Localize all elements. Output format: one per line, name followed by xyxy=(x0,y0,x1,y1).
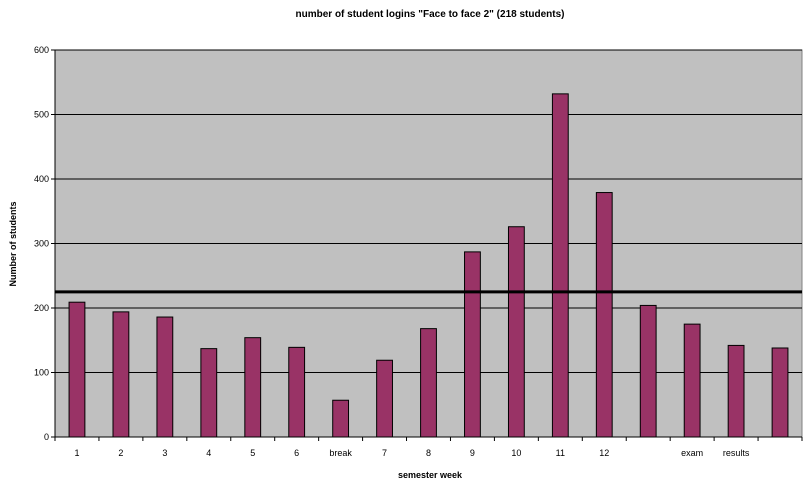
x-tick-label: 11 xyxy=(556,448,565,458)
bar xyxy=(595,192,613,438)
gridlines xyxy=(55,49,802,373)
bar xyxy=(376,359,393,438)
y-tick-label: 400 xyxy=(34,174,49,184)
y-tick-labels: 0 100 200 300 400 500 600 xyxy=(34,45,49,442)
y-tick-label: 600 xyxy=(34,45,49,55)
x-tick-labels: 1 2 3 4 5 6 break 7 8 9 10 11 12 exam results xyxy=(74,448,749,458)
bar xyxy=(156,316,174,438)
x-tick-label: 1 xyxy=(74,448,79,458)
x-tick-label: 7 xyxy=(382,448,387,458)
x-tick-label: 8 xyxy=(426,448,431,458)
bar xyxy=(727,344,745,438)
x-tick-label: 10 xyxy=(511,448,521,458)
bar xyxy=(288,346,306,438)
bar xyxy=(639,304,657,438)
x-tick-label: 3 xyxy=(162,448,167,458)
y-tick-label: 0 xyxy=(44,432,49,442)
bar xyxy=(112,311,130,438)
bars xyxy=(68,93,789,438)
y-tick-label: 300 xyxy=(34,239,49,249)
y-tick-label: 200 xyxy=(34,303,49,313)
x-tick-label: exam xyxy=(681,448,703,458)
bar xyxy=(464,251,481,438)
x-tick-label: 9 xyxy=(470,448,475,458)
x-tick-label: break xyxy=(329,448,352,458)
bar xyxy=(244,337,262,438)
bar xyxy=(507,226,525,438)
y-tick-label: 500 xyxy=(34,110,49,120)
y-tick-label: 100 xyxy=(34,368,49,378)
bar xyxy=(200,348,218,438)
x-tick-label: 2 xyxy=(118,448,123,458)
axes xyxy=(51,49,803,441)
bar xyxy=(332,399,350,438)
x-tick-label: 5 xyxy=(250,448,255,458)
bar xyxy=(683,323,701,438)
bar xyxy=(420,328,437,438)
chart-title: number of student logins "Face to face 2… xyxy=(296,9,565,20)
bar xyxy=(68,301,86,438)
y-axis-label: Number of students xyxy=(8,201,18,286)
bar xyxy=(771,347,789,438)
bar xyxy=(551,93,569,438)
x-axis-label: semester week xyxy=(398,470,463,480)
x-tick-label: 6 xyxy=(294,448,299,458)
x-tick-label: 12 xyxy=(599,448,609,458)
x-tick-label: results xyxy=(723,448,750,458)
x-tick-label: 4 xyxy=(206,448,211,458)
